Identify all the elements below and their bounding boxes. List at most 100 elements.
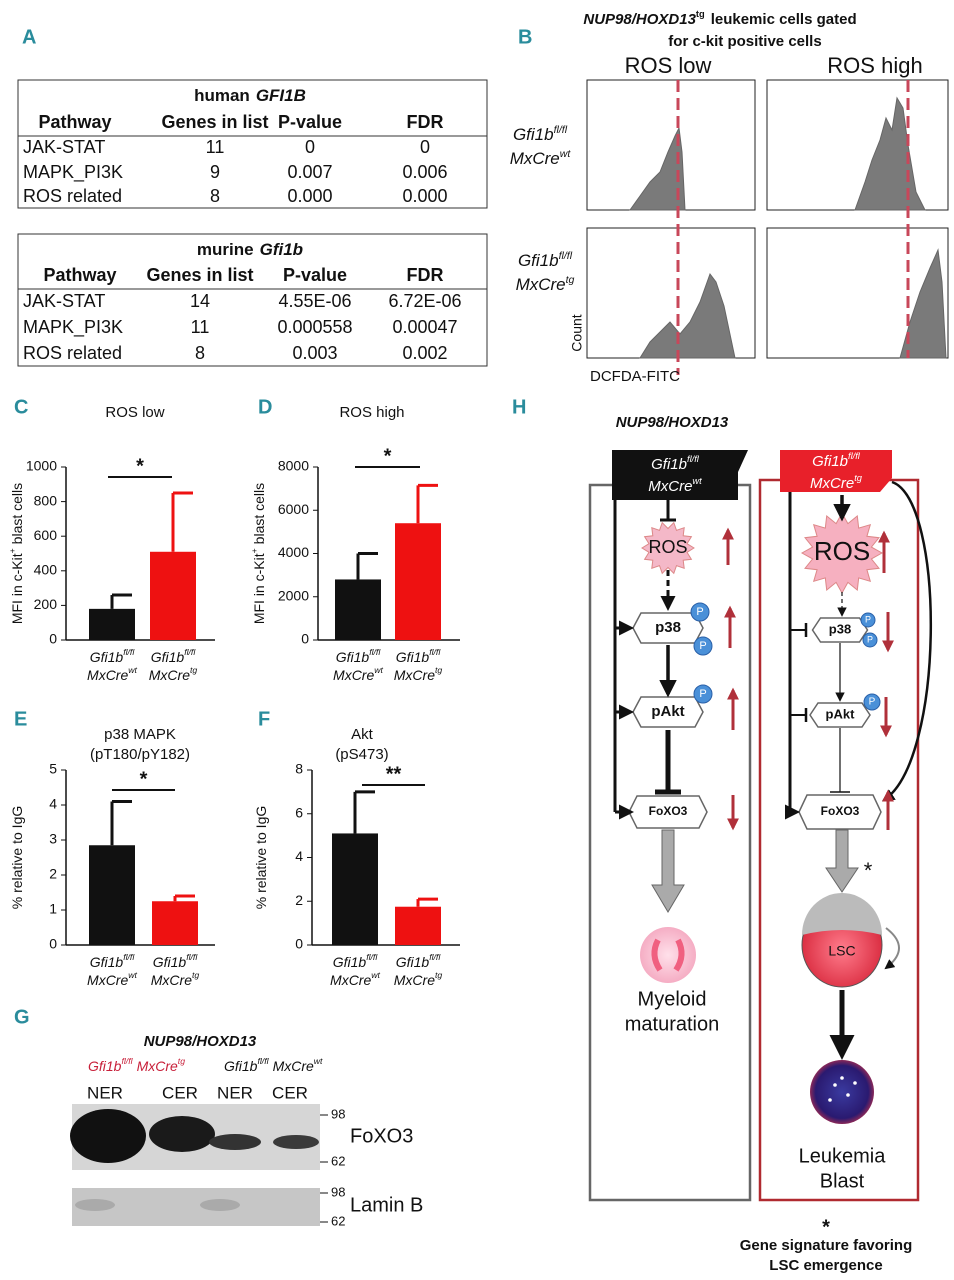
genotype-cre: MxCretg [516,274,575,295]
phospho-circle [693,684,713,704]
band [149,1116,215,1152]
size-marker: 62 [331,1213,345,1228]
bar [89,845,135,945]
table-title: human GFI1B [194,86,306,105]
genotype-cre-part: MxCre [87,972,128,988]
node-label: pAkt [826,706,856,721]
table-cell: JAK-STAT [23,291,105,311]
genotype-cre: MxCrewt [87,665,137,682]
genotype-gene: Gfi1bfl/fl [396,952,442,969]
phospho-label: P [865,614,871,624]
table-cell: 0 [305,137,315,157]
table-cell: 0 [420,137,430,157]
genotype-cre: MxCretg [149,665,198,682]
table-header: Genes in list [161,112,268,132]
genotype-cre-part: MxCre [810,475,854,492]
lane-label: NER [217,1083,253,1102]
genotype-gene: Gfi1bfl/fl [396,647,442,664]
genotype-gene-part: Gfi1b [396,649,430,665]
y-tick-label: 0 [49,631,57,647]
genotype-gene-part: Gfi1b [651,456,687,473]
band [70,1109,146,1163]
genotype-gene-part: fl/fl [123,952,135,962]
group-label-part: Gfi1b [88,1058,122,1074]
phospho-circle [693,636,713,656]
y-tick-label: 0 [295,936,303,952]
genotype-gene-part: Gfi1b [812,453,848,470]
genotype-cre-part: wt [371,970,380,980]
node-label-shape [798,794,882,830]
outcome-label: Myeloid [638,988,707,1010]
band [200,1199,240,1211]
phospho-label: P [699,688,706,700]
lsc-cap [802,893,882,935]
table-cell: MAPK_PI3K [23,162,123,183]
group-label-part: fl/fl [257,1056,269,1066]
y-axis-label-part: blast cells [251,483,267,544]
y-tick-label: 600 [34,527,58,543]
table-cell: MAPK_PI3K [23,317,123,338]
ros-burst [641,521,695,575]
chart-title: p38 MAPK [104,726,176,743]
histogram [899,248,947,359]
outcome-label: Blast [820,1170,865,1192]
y-tick-label: 0 [49,936,57,952]
table-cell: 0.00047 [392,317,457,337]
table-title-part: murine [197,240,254,259]
genotype-gene-part: Gfi1b [90,954,124,970]
genotype-gene-part: Gfi1b [336,649,370,665]
genotype-cre-part: tg [190,665,197,675]
panel-label: H [512,396,526,418]
bar [395,523,441,640]
panel-label: B [518,26,532,48]
outcome-label: Leukemia [799,1145,887,1167]
bar [395,906,441,945]
chart-subtitle: (pT180/pY182) [90,746,190,763]
table-cell: 0.002 [402,343,447,363]
y-axis-label-part: MFI in c-Kit [9,553,25,624]
histogram-title-part: NUP98/HOXD13 [583,11,696,28]
size-marker: 62 [331,1153,345,1168]
node-label-shape [809,702,871,728]
y-tick-label: 2 [49,866,57,882]
node-label-shape [632,696,704,728]
genotype-gene: Gfi1bfl/fl [336,647,382,664]
node-label-shape [628,795,708,829]
genotype-gene: Gfi1bfl/fl [153,952,199,969]
panel-label: F [258,708,270,730]
table-header: P-value [283,265,347,285]
genotype-cre: MxCretg [151,970,200,987]
genotype-gene-part: fl/fl [687,454,700,464]
group-label-part: fl/fl [121,1056,133,1066]
table-title-part: GFI1B [256,86,306,105]
genotype-gene: Gfi1bfl/fl [90,647,136,664]
phospho-label: P [696,606,703,618]
table-cell: 0.000 [402,186,447,206]
significance-mark: * [384,445,392,467]
genotype-gene: Gfi1bfl/fl [812,451,861,470]
axis-label: DCFDA-FITC [590,368,680,385]
genotype-cre-part: MxCre [149,667,190,683]
table-cell: 0.007 [287,162,332,182]
genotype-gene-part: Gfi1b [151,649,185,665]
table-header: FDR [407,112,444,132]
bar [335,579,381,640]
node-label: p38 [655,619,681,636]
histogram-title: for c-kit positive cells [668,33,821,50]
nucleus [651,938,685,972]
table-border [17,233,488,367]
phospho-circle [690,602,710,622]
genotype-cre-part: MxCre [333,667,374,683]
chart-title: ROS high [339,404,404,421]
panel-label: G [14,1006,30,1028]
blot-title: NUP98/HOXD13 [144,1033,257,1050]
node-label: FoXO3 [649,804,688,818]
histogram-title: NUP98/HOXD13tg leukemic cells gated [583,9,856,28]
genotype-gene: Gfi1bfl/fl [333,952,379,969]
genotype-cre: MxCrewt [330,970,380,987]
lane-label: CER [272,1083,308,1102]
group-label-part: MxCre [273,1058,314,1074]
y-tick-label: 3 [49,831,57,847]
genotype-gene-part: fl/fl [123,647,135,657]
